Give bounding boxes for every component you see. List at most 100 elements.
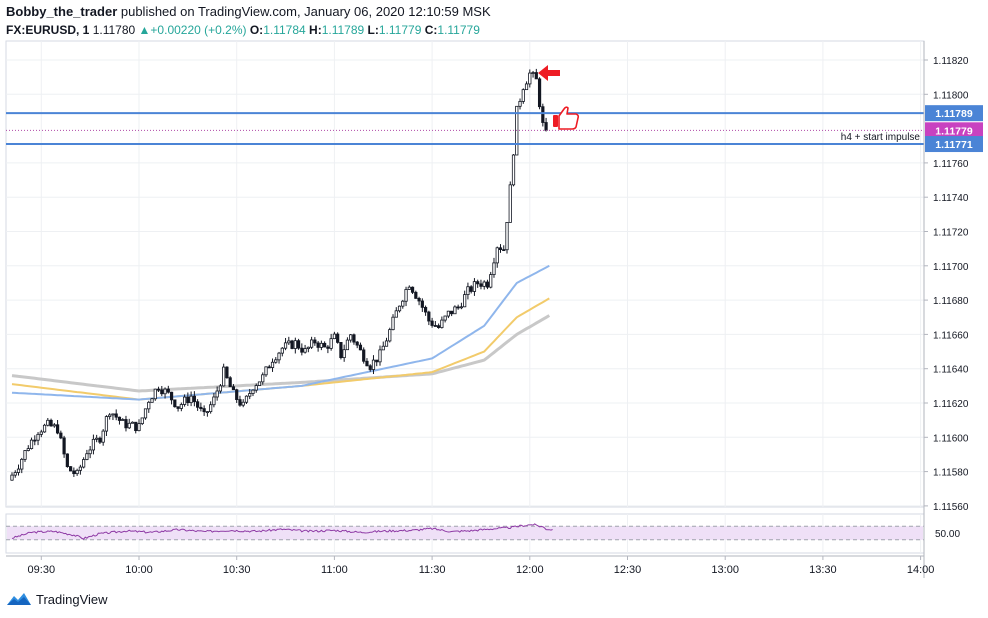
candle — [248, 388, 252, 400]
candle-body — [163, 388, 167, 395]
y-tick-label: 1.11720 — [933, 228, 969, 239]
candle — [303, 344, 307, 354]
candle-body — [329, 338, 333, 349]
candle-body — [33, 439, 37, 442]
candle-body — [228, 377, 232, 388]
candle-body — [316, 342, 320, 348]
candle-body — [166, 388, 170, 393]
candle-body — [423, 306, 428, 313]
candle — [339, 342, 343, 360]
candle-body — [443, 315, 447, 321]
candle-body — [36, 433, 40, 441]
candle — [95, 434, 99, 443]
candle — [274, 357, 278, 364]
ohlc-legend: FX:EURUSD, 1 1.11780 ▲+0.00220 (+0.2%) O… — [6, 21, 982, 39]
candle — [42, 423, 47, 433]
symbol-label[interactable]: FX:EURUSD, 1 — [6, 23, 90, 37]
candle-body — [254, 385, 258, 391]
candle — [541, 103, 545, 127]
candle-body — [150, 398, 154, 403]
candle — [476, 279, 480, 288]
candle-body — [192, 395, 196, 403]
candle — [267, 364, 271, 369]
candle-body — [427, 311, 431, 322]
candle-body — [355, 341, 359, 346]
candle-body — [189, 395, 193, 404]
candle-body — [368, 365, 372, 370]
tradingview-logo-icon — [7, 593, 31, 605]
candle-body — [375, 359, 379, 363]
candle — [254, 383, 258, 393]
candle-body — [49, 419, 53, 427]
brand-name: TradingView — [36, 591, 108, 607]
candle-body — [469, 286, 473, 292]
candle-body — [414, 291, 418, 299]
change-arrow-icon: ▲ — [138, 23, 151, 37]
candle-body — [248, 393, 252, 397]
candle-body — [287, 340, 291, 344]
candle-body — [134, 421, 138, 432]
candle — [121, 418, 125, 421]
candle — [277, 351, 281, 364]
high-value: 1.11789 — [321, 23, 365, 37]
candle — [88, 446, 92, 459]
x-tick-label: 11:00 — [321, 564, 348, 576]
candle-body — [420, 300, 424, 308]
candle — [446, 310, 450, 319]
candle — [466, 282, 470, 300]
candle — [13, 470, 17, 478]
grid — [5, 40, 925, 554]
candle-body — [55, 424, 60, 434]
candle — [365, 358, 369, 367]
price-badge-text-level-top: 1.11789 — [935, 108, 973, 120]
y-tick-label: 1.11700 — [933, 262, 969, 273]
y-tick-label: 1.11640 — [933, 365, 969, 376]
candle — [143, 408, 148, 420]
candle — [270, 358, 275, 372]
x-tick-label: 11:30 — [419, 564, 446, 576]
candle-body — [114, 413, 118, 418]
candle-body — [358, 344, 363, 351]
candle-body — [235, 389, 239, 400]
candle — [238, 395, 242, 407]
candle — [261, 372, 265, 385]
horizontal-levels[interactable]: 1.11789 1.11779 1.11771 — [6, 105, 983, 153]
candle-body — [108, 414, 112, 417]
y-tick-label: 1.11580 — [933, 468, 969, 479]
footer-brand[interactable]: TradingView — [6, 591, 108, 607]
candle-body — [39, 431, 43, 435]
candle — [36, 432, 40, 446]
candle-body — [176, 406, 180, 409]
candle — [160, 385, 164, 397]
candle — [72, 467, 76, 477]
candle — [52, 422, 56, 428]
candle — [332, 331, 337, 340]
x-tick-label: 14:00 — [907, 564, 935, 576]
published-text: published on TradingView.com, January 06… — [117, 4, 491, 19]
candle — [199, 402, 203, 412]
candle-body — [186, 396, 190, 404]
candle — [378, 345, 382, 366]
author-name[interactable]: Bobby_the_trader — [6, 4, 118, 19]
candle-body — [261, 374, 265, 383]
candle-body — [365, 360, 369, 367]
candle-body — [391, 316, 395, 331]
candle-body — [303, 348, 307, 353]
candle-body — [489, 274, 493, 288]
candle — [505, 222, 509, 254]
candle — [313, 337, 317, 346]
candle — [173, 399, 177, 408]
candle — [153, 388, 157, 401]
candle — [23, 450, 27, 462]
candle — [156, 386, 161, 393]
candle — [414, 290, 418, 299]
candle — [29, 437, 34, 450]
candle-body — [332, 333, 337, 340]
candle-body — [446, 310, 450, 317]
candle — [212, 392, 216, 408]
y-tick-label: 1.11740 — [933, 193, 969, 204]
candle — [65, 453, 69, 468]
candle-body — [306, 346, 310, 349]
candle-body — [62, 437, 66, 455]
